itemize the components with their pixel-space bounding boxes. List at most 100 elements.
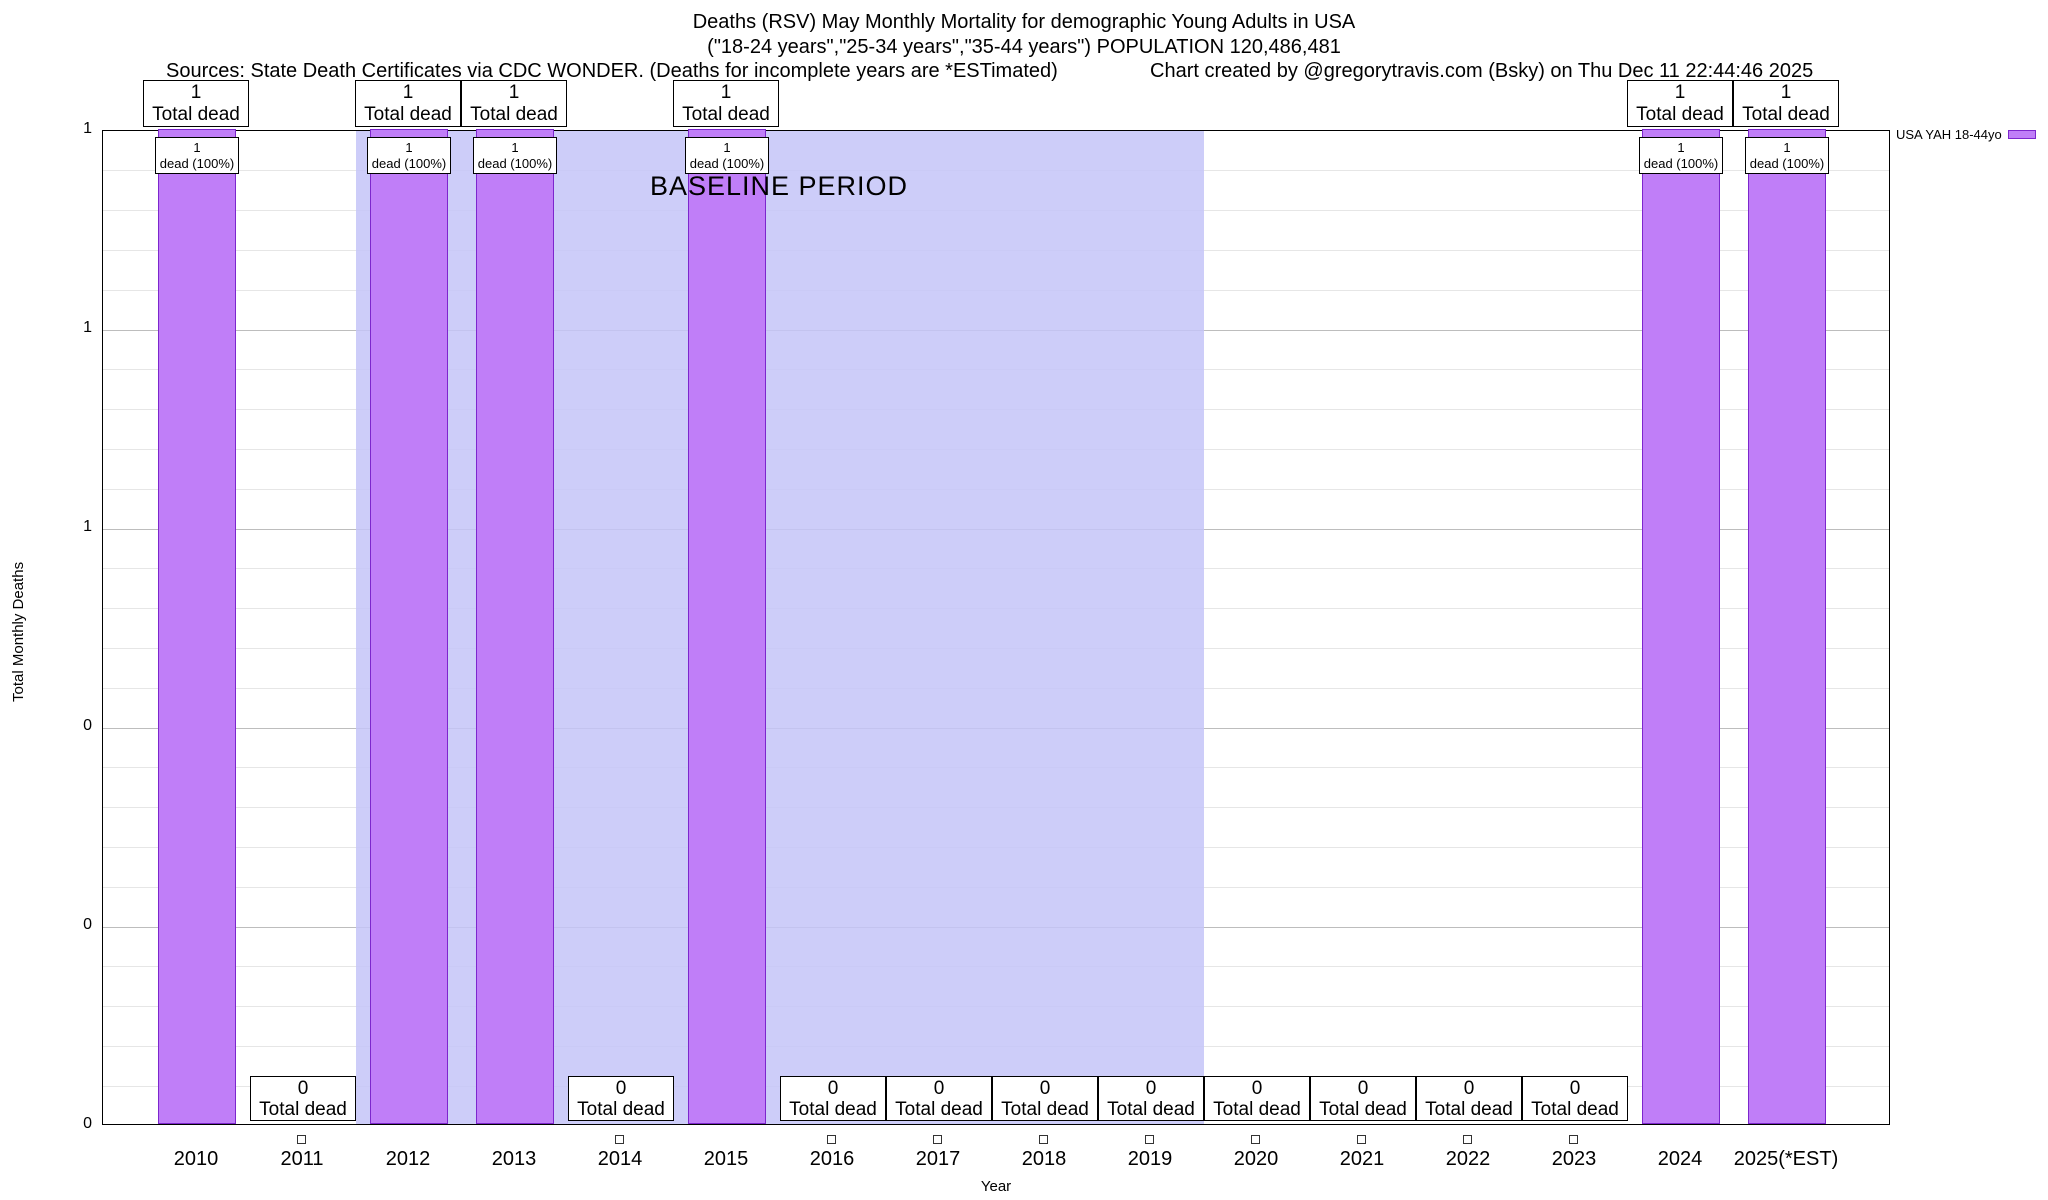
x-tick-label-2017: 2017 [915,1148,961,1170]
bar-2015 [688,129,766,1124]
total-dead-count: 1 [190,82,202,103]
zero-dead-box-2020: 0 Total dead [1204,1076,1310,1121]
bar-dead-caption: dead (100%) [689,156,765,171]
zero-dead-box-2019: 0 Total dead [1098,1076,1204,1121]
x-tick-label-2024: 2024 [1657,1148,1703,1170]
total-dead-caption: Total dead [152,104,240,125]
zero-dead-caption: Total dead [1319,1099,1407,1120]
bar-2012 [370,129,448,1124]
total-dead-box-2013: 1 Total dead [461,80,567,127]
chart-sources-note: Sources: State Death Certificates via CD… [166,60,1058,82]
total-dead-box-2012: 1 Total dead [355,80,461,127]
zero-dead-box-2017: 0 Total dead [886,1076,992,1121]
total-dead-box-2015: 1 Total dead [673,80,779,127]
total-dead-caption: Total dead [682,104,770,125]
total-dead-count: 1 [720,82,732,103]
zero-point-marker-2016 [827,1135,836,1144]
total-dead-count: 1 [402,82,414,103]
x-tick-label-2012: 2012 [385,1148,431,1170]
zero-point-marker-2011 [297,1135,306,1144]
x-tick-label-2025(*EST): 2025(*EST) [1733,1148,1839,1170]
bar-inner-label-2012: 1 dead (100%) [367,137,451,174]
baseline-period-label: BASELINE PERIOD [649,171,909,201]
x-tick-label-2023: 2023 [1551,1148,1597,1170]
y-tick-label: 0 [83,1115,92,1132]
zero-dead-count: 0 [1251,1078,1263,1099]
x-tick-label-2010: 2010 [173,1148,219,1170]
x-tick-label-2015: 2015 [703,1148,749,1170]
bar-dead-count: 1 [1677,140,1685,155]
x-tick-label-2019: 2019 [1127,1148,1173,1170]
total-dead-box-2010: 1 Total dead [143,80,249,127]
zero-point-marker-2014 [615,1135,624,1144]
bar-dead-count: 1 [405,140,413,155]
y-tick-label: 1 [83,319,92,336]
total-dead-count: 1 [1780,82,1792,103]
zero-dead-box-2014: 0 Total dead [568,1076,674,1121]
x-tick-label-2016: 2016 [809,1148,855,1170]
total-dead-caption: Total dead [470,104,558,125]
zero-point-marker-2017 [933,1135,942,1144]
bar-2025(*EST) [1748,129,1826,1124]
bar-2024 [1642,129,1720,1124]
bar-dead-caption: dead (100%) [477,156,553,171]
total-dead-caption: Total dead [364,104,452,125]
bar-inner-label-2015: 1 dead (100%) [685,137,769,174]
total-dead-count: 1 [1674,82,1686,103]
zero-dead-caption: Total dead [789,1099,877,1120]
zero-dead-box-2022: 0 Total dead [1416,1076,1522,1121]
x-tick-label-2020: 2020 [1233,1148,1279,1170]
bar-dead-caption: dead (100%) [159,156,235,171]
legend-swatch-icon [2007,130,2036,139]
zero-dead-count: 0 [615,1078,627,1099]
zero-dead-count: 0 [1145,1078,1157,1099]
bar-dead-count: 1 [511,140,519,155]
bar-inner-label-2010: 1 dead (100%) [155,137,239,174]
total-dead-caption: Total dead [1742,104,1830,125]
chart-title-line2: ("18-24 years","25-34 years","35-44 year… [707,36,1341,58]
x-tick-label-2022: 2022 [1445,1148,1491,1170]
zero-point-marker-2023 [1569,1135,1578,1144]
zero-dead-count: 0 [827,1078,839,1099]
total-dead-count: 1 [508,82,520,103]
bar-dead-caption: dead (100%) [1749,156,1825,171]
x-tick-label-2021: 2021 [1339,1148,1385,1170]
y-tick-label: 1 [83,120,92,137]
bar-dead-caption: dead (100%) [1643,156,1719,171]
bar-2013 [476,129,554,1124]
legend-series-label: USA YAH 18-44yo [1896,127,2002,142]
y-axis-title: Total Monthly Deaths [10,561,27,702]
y-tick-label: 1 [83,518,92,535]
zero-dead-box-2021: 0 Total dead [1310,1076,1416,1121]
x-tick-label-2011: 2011 [280,1148,324,1170]
y-tick-label: 0 [83,717,92,734]
zero-point-marker-2020 [1251,1135,1260,1144]
zero-point-marker-2021 [1357,1135,1366,1144]
zero-point-marker-2019 [1145,1135,1154,1144]
zero-dead-box-2011: 0 Total dead [250,1076,356,1121]
zero-dead-caption: Total dead [1107,1099,1195,1120]
y-tick-label: 0 [83,916,92,933]
x-tick-label-2014: 2014 [597,1148,643,1170]
bar-inner-label-2025(*EST): 1 dead (100%) [1745,137,1829,174]
x-tick-label-2013: 2013 [491,1148,537,1170]
total-dead-box-2024: 1 Total dead [1627,80,1733,127]
zero-dead-caption: Total dead [1531,1099,1619,1120]
total-dead-box-2025(*EST): 1 Total dead [1733,80,1839,127]
bar-dead-count: 1 [193,140,201,155]
zero-dead-box-2016: 0 Total dead [780,1076,886,1121]
total-dead-caption: Total dead [1636,104,1724,125]
zero-dead-caption: Total dead [1425,1099,1513,1120]
plot-area: BASELINE PERIOD 1 dead (100%) 0 Total dead 1 d… [102,129,1890,1125]
zero-dead-count: 0 [1569,1078,1581,1099]
zero-dead-caption: Total dead [1001,1099,1089,1120]
legend: USA YAH 18-44yo [1896,127,2036,142]
bar-inner-label-2024: 1 dead (100%) [1639,137,1723,174]
bar-2010 [158,129,236,1124]
zero-dead-count: 0 [1463,1078,1475,1099]
chart-title-line1: Deaths (RSV) May Monthly Mortality for d… [692,11,1356,33]
zero-dead-caption: Total dead [577,1099,665,1120]
chart-credit-note: Chart created by @gregorytravis.com (Bsk… [1150,60,1814,82]
bar-dead-count: 1 [1783,140,1791,155]
